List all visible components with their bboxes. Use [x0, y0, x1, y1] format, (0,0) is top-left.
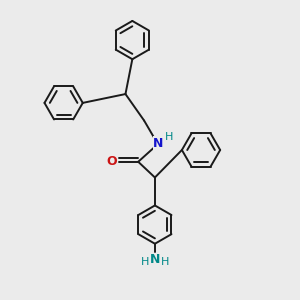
Text: N: N: [150, 253, 160, 266]
Text: H: H: [165, 132, 173, 142]
Text: H: H: [160, 257, 169, 268]
Text: H: H: [141, 257, 149, 268]
Text: N: N: [153, 137, 164, 150]
Text: O: O: [106, 155, 116, 168]
